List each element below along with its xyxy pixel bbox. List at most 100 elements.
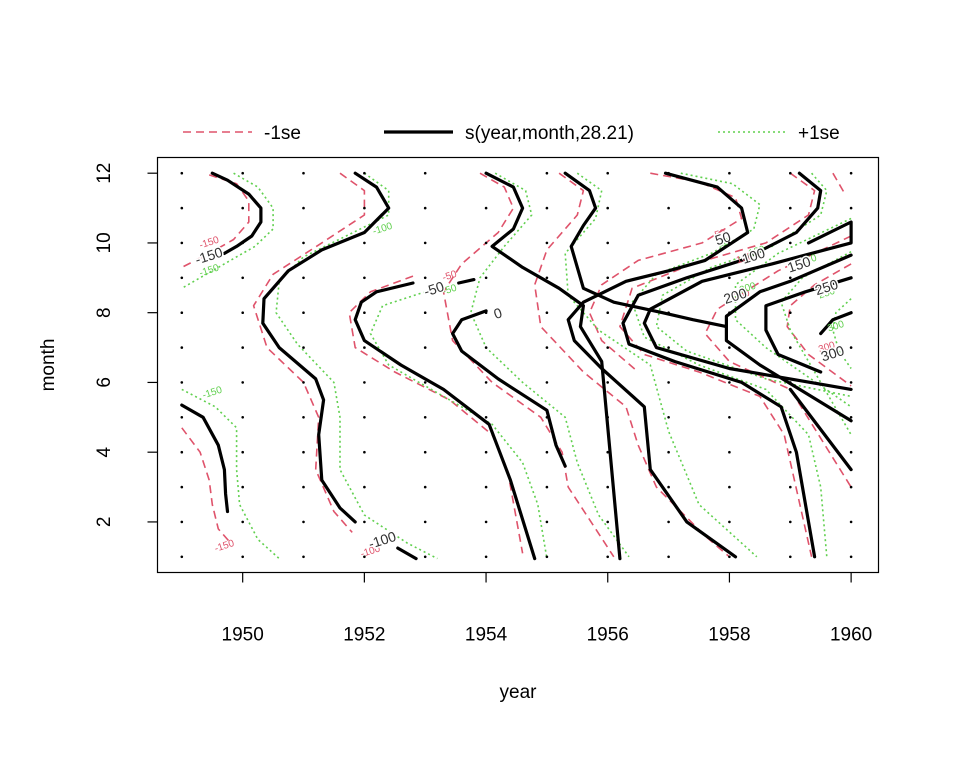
data-point [667, 276, 670, 280]
y-tick-label-8: 8 [94, 307, 115, 318]
data-point [789, 485, 792, 489]
contour-s-year-month-28-21-100-3 [396, 546, 418, 561]
contour-1se-x-10 [832, 172, 846, 195]
data-point [180, 520, 184, 524]
data-point [423, 241, 427, 245]
contour-s-year-month-28-21-150-10 [621, 171, 823, 559]
data-point [423, 206, 427, 210]
data-point [545, 311, 549, 315]
contour-label-1se-100: 100 [747, 244, 767, 260]
contour-1se-150-0 [181, 172, 274, 289]
data-point [606, 450, 609, 454]
data-point [789, 555, 792, 559]
data-point [728, 416, 731, 419]
data-point [302, 555, 305, 559]
y-axis: 2 4 6 8 10 12 [94, 163, 158, 527]
data-point [606, 171, 609, 175]
data-point [606, 485, 609, 489]
contour-1se-150-7 [619, 172, 816, 557]
contour-label-1se-300: 300 [817, 340, 837, 356]
contour-label-1se-150: -150 [213, 538, 236, 555]
contour-label-1se-50: -50 [441, 283, 459, 298]
data-point [302, 520, 305, 524]
data-point [606, 346, 609, 349]
data-point [241, 485, 244, 489]
data-point [423, 450, 427, 454]
data-point [484, 346, 488, 349]
data-point [484, 381, 488, 384]
contour-label-1se-150: -150 [201, 385, 224, 402]
data-point [363, 171, 366, 175]
data-point [667, 416, 670, 419]
data-point [363, 241, 366, 245]
data-point [606, 311, 609, 315]
x-tick-label-1960: 1960 [830, 625, 872, 646]
data-point [363, 276, 366, 280]
data-point [363, 206, 366, 210]
contour-s-year-month-28-21-50-4 [353, 281, 537, 561]
contour-1se-200-8 [704, 235, 852, 488]
contour-1se-150-0 [181, 174, 250, 269]
data-point [606, 206, 609, 210]
contour-label-1se-50: 50 [716, 236, 730, 250]
x-tick-label-1954: 1954 [465, 625, 508, 646]
contour-label-s-year-month-28-21-100: 100 [740, 244, 767, 267]
data-point [849, 276, 853, 280]
data-point [728, 485, 731, 489]
data-point [728, 171, 731, 175]
data-point [667, 485, 670, 489]
data-point [849, 416, 853, 419]
data-point [302, 206, 305, 210]
data-point [606, 520, 609, 524]
data-point [606, 241, 609, 245]
data-point [545, 241, 549, 245]
data-point [241, 311, 244, 315]
data-point [241, 416, 244, 419]
data-point [180, 381, 184, 384]
data-point [728, 206, 731, 210]
data-point [241, 206, 244, 210]
data-point [545, 555, 549, 559]
data-point [241, 241, 244, 245]
contour-label-s-year-month-28-21-150: -150 [193, 244, 225, 268]
data-point [423, 485, 427, 489]
data-point [789, 311, 792, 315]
data-point [302, 346, 305, 349]
data-point [484, 450, 488, 454]
contour-1se-200-8 [734, 217, 852, 408]
data-point [728, 555, 731, 559]
data-point [849, 241, 853, 245]
data-point [363, 520, 366, 524]
data-point [484, 206, 488, 210]
data-point [363, 485, 366, 489]
data-point [789, 450, 792, 454]
contour-1se-50-5 [533, 172, 730, 558]
contour-s-year-month-28-21-100-2 [261, 171, 391, 524]
contour-label-1se-150: 150 [799, 253, 819, 269]
y-tick-label-4: 4 [94, 446, 115, 457]
data-point [302, 311, 305, 315]
data-point [302, 241, 305, 245]
data-point [180, 171, 184, 175]
data-point [667, 555, 670, 559]
contour-1se-0-4 [470, 172, 630, 558]
data-point [667, 346, 670, 349]
data-point [667, 241, 670, 245]
data-point [789, 520, 792, 524]
data-point [484, 555, 488, 559]
data-point [302, 416, 305, 419]
contour-label-1se-200: 200 [732, 287, 752, 303]
data-point [241, 520, 244, 524]
data-point [789, 241, 792, 245]
y-tick-label-10: 10 [94, 232, 115, 253]
data-point [363, 416, 366, 419]
legend-label-1se: +1se [798, 123, 840, 144]
contour-s-year-month-28-21-50-8 [563, 171, 728, 329]
contour-s-year-month-28-21-100-9 [566, 171, 750, 559]
y-tick-label-12: 12 [94, 163, 115, 184]
data-point [849, 381, 853, 384]
data-point [545, 381, 549, 384]
data-point [545, 450, 549, 454]
contour-label-1se-300: 300 [826, 319, 846, 335]
data-point [180, 555, 184, 559]
